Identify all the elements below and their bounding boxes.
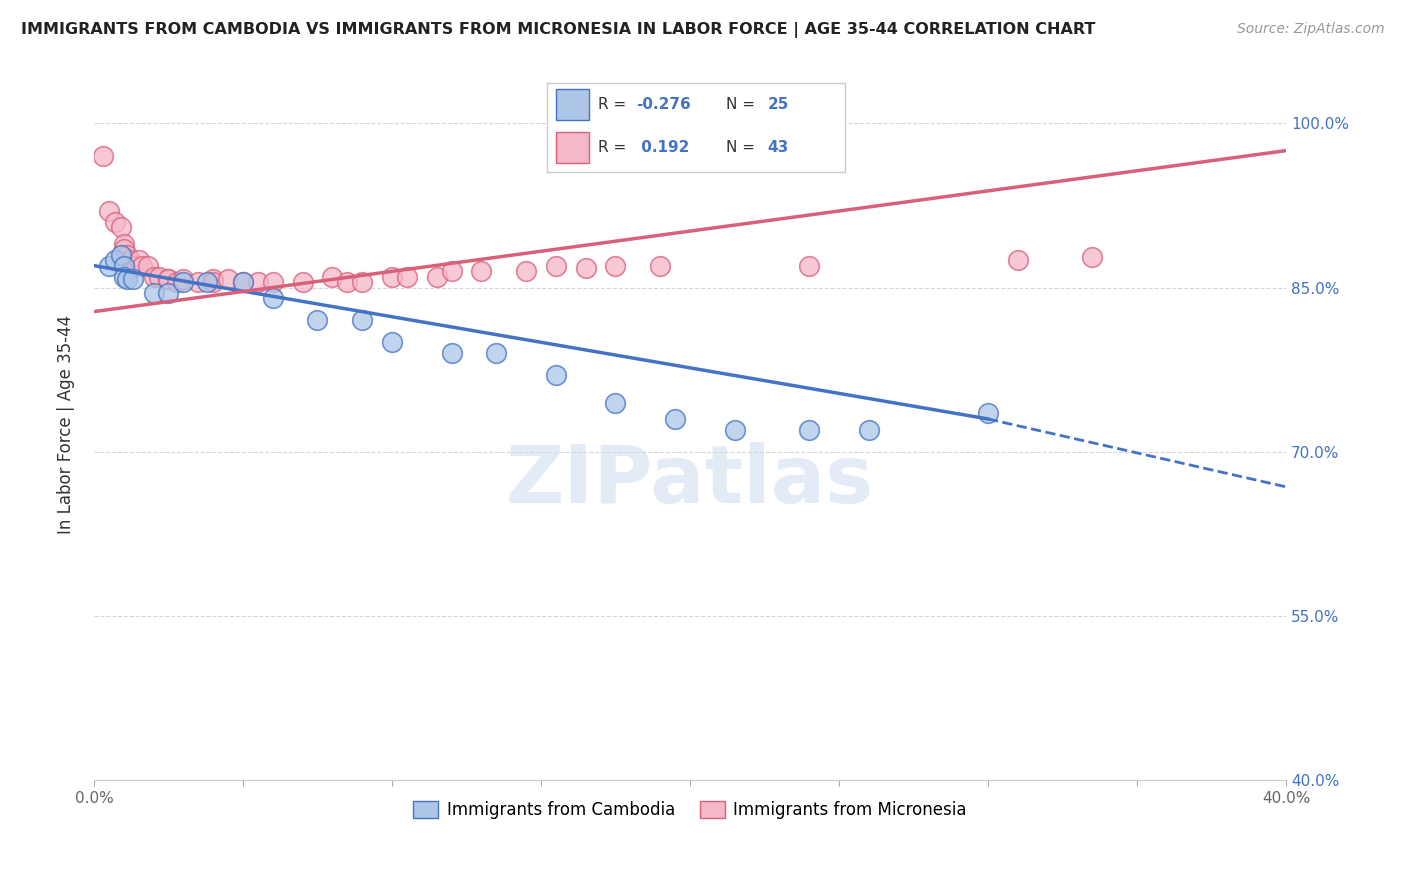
Point [470, 264, 492, 278]
Point [112, 269, 135, 284]
Point [544, 368, 567, 383]
Point [104, 253, 127, 268]
Point [1007, 253, 1029, 268]
Point [112, 236, 135, 251]
Point [977, 407, 1000, 421]
Point [97, 259, 120, 273]
Text: ZIPatlas: ZIPatlas [506, 442, 875, 520]
Point [485, 346, 508, 360]
Text: IMMIGRANTS FROM CAMBODIA VS IMMIGRANTS FROM MICRONESIA IN LABOR FORCE | AGE 35-4: IMMIGRANTS FROM CAMBODIA VS IMMIGRANTS F… [21, 22, 1095, 38]
Point [115, 248, 138, 262]
Point [104, 215, 127, 229]
Point [291, 275, 314, 289]
Point [142, 269, 165, 284]
Point [381, 335, 404, 350]
Point [232, 275, 254, 289]
Point [110, 220, 132, 235]
Point [121, 259, 143, 273]
Legend: Immigrants from Cambodia, Immigrants from Micronesia: Immigrants from Cambodia, Immigrants fro… [406, 794, 973, 825]
Point [336, 275, 359, 289]
Point [440, 264, 463, 278]
Point [515, 264, 537, 278]
Point [262, 292, 284, 306]
Point [797, 423, 820, 437]
Point [112, 259, 135, 273]
Point [157, 285, 180, 300]
Point [97, 203, 120, 218]
Point [650, 259, 672, 273]
Point [381, 269, 404, 284]
Point [148, 269, 170, 284]
Point [124, 259, 146, 273]
Point [195, 275, 218, 289]
Point [121, 272, 143, 286]
Point [544, 259, 567, 273]
Point [202, 272, 225, 286]
Point [440, 346, 463, 360]
Text: Source: ZipAtlas.com: Source: ZipAtlas.com [1237, 22, 1385, 37]
Point [131, 259, 153, 273]
Point [605, 395, 627, 409]
Point [307, 313, 329, 327]
Point [321, 269, 343, 284]
Point [112, 242, 135, 256]
Point [426, 269, 449, 284]
Point [262, 275, 284, 289]
Point [217, 272, 239, 286]
Point [91, 149, 114, 163]
Point [187, 275, 209, 289]
Point [157, 272, 180, 286]
Point [395, 269, 418, 284]
Point [1081, 250, 1104, 264]
Point [202, 275, 225, 289]
Point [157, 272, 180, 286]
Point [172, 275, 194, 289]
Point [115, 272, 138, 286]
Y-axis label: In Labor Force | Age 35-44: In Labor Force | Age 35-44 [58, 315, 75, 534]
Point [858, 423, 880, 437]
Point [232, 275, 254, 289]
Point [352, 275, 374, 289]
Point [136, 259, 159, 273]
Point [128, 253, 150, 268]
Point [172, 272, 194, 286]
Point [797, 259, 820, 273]
Point [605, 259, 627, 273]
Point [575, 260, 598, 275]
Point [664, 412, 686, 426]
Point [142, 285, 165, 300]
Point [166, 275, 188, 289]
Point [118, 253, 141, 268]
Point [246, 275, 269, 289]
Point [352, 313, 374, 327]
Point [110, 248, 132, 262]
Point [724, 423, 747, 437]
